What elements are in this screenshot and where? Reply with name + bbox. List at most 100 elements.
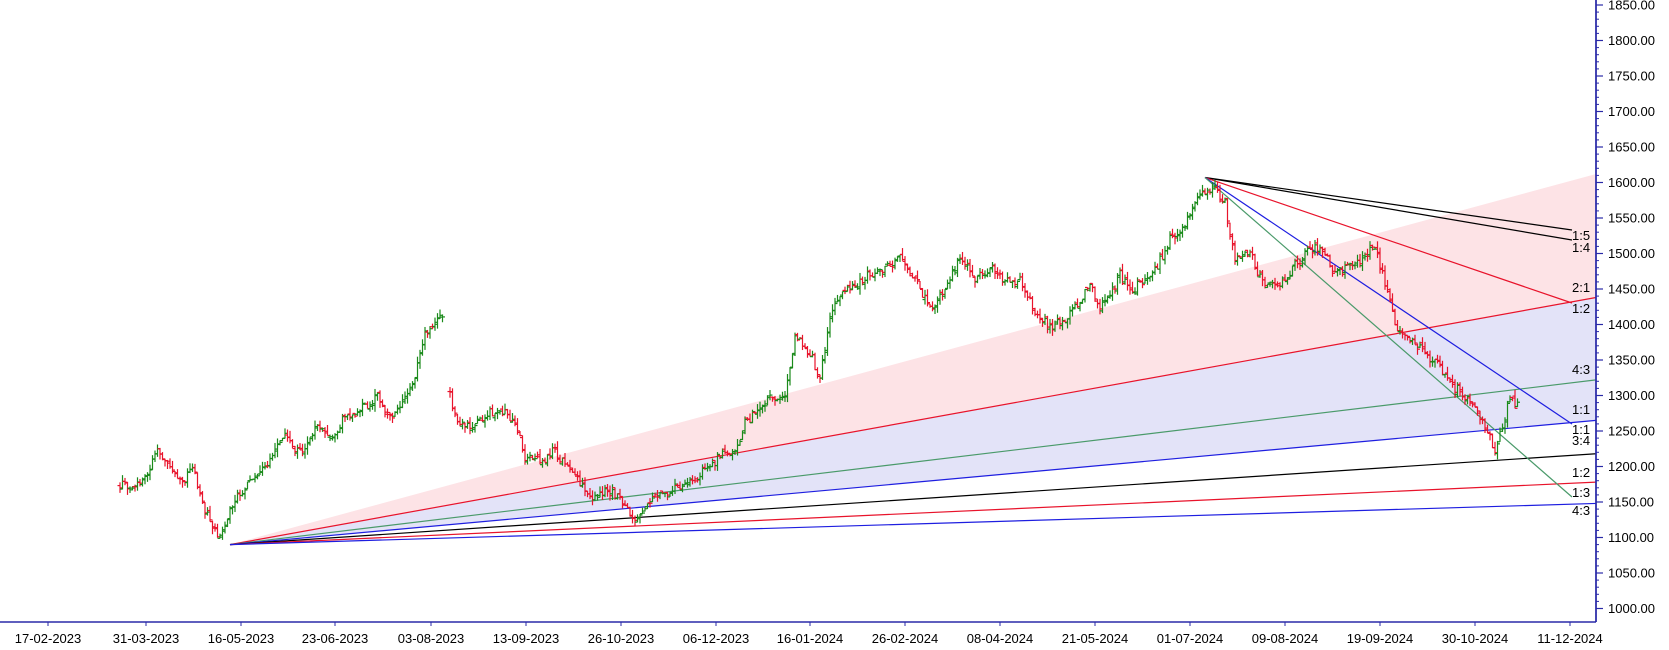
y-tick-label: 1150.00 [1608, 495, 1654, 510]
ohlc-bar [187, 463, 193, 474]
ohlc-bar [630, 509, 635, 524]
y-tick-label: 1850.00 [1608, 0, 1655, 13]
ohlc-bar [1130, 281, 1135, 294]
ohlc-bar [1177, 229, 1183, 242]
ohlc-bar [215, 523, 220, 538]
ohlc-bar [1000, 271, 1005, 286]
ohlc-bar [840, 290, 845, 300]
ohlc-bar [447, 387, 453, 398]
ohlc-bar [200, 491, 205, 504]
x-tick-label: 16-05-2023 [208, 631, 275, 646]
ohlc-bar [1512, 389, 1518, 409]
ohlc-bar [310, 432, 315, 442]
gann-ratio-label: 2:1 [1572, 280, 1590, 295]
gann-ratio-label: 4:3 [1572, 362, 1590, 377]
ohlc-bar [120, 475, 125, 490]
ohlc-bar [815, 367, 820, 379]
gann-ratio-label: 1:3 [1572, 485, 1590, 500]
y-tick-label: 1100.00 [1608, 530, 1654, 545]
ohlc-bar [1037, 308, 1043, 324]
x-tick-label: 30-10-2024 [1442, 631, 1509, 646]
ohlc-bar [947, 276, 953, 289]
ohlc-bar [427, 326, 433, 339]
ohlc-bar [492, 412, 498, 422]
ohlc-bar [1515, 398, 1520, 408]
ohlc-bar [385, 408, 390, 419]
ohlc-bar [377, 390, 383, 408]
ohlc-bar [650, 492, 655, 503]
ohlc-bar [285, 429, 290, 442]
ohlc-bar [467, 417, 473, 435]
ohlc-bar [410, 381, 415, 391]
ohlc-bar [967, 258, 973, 278]
ohlc-bar [477, 416, 483, 420]
ohlc-bar [457, 416, 463, 427]
ohlc-bar [472, 423, 478, 433]
ohlc-bar [642, 507, 648, 512]
y-tick-label: 1350.00 [1608, 353, 1655, 368]
ohlc-bar [197, 484, 203, 497]
gann-ratio-label: 1:4 [1572, 240, 1590, 255]
ohlc-bar [462, 422, 468, 433]
ohlc-bar [1415, 343, 1420, 355]
ohlc-bar [1250, 246, 1255, 260]
ohlc-bar [1495, 440, 1500, 460]
ohlc-bar [977, 267, 983, 280]
ohlc-bar [390, 412, 395, 423]
ohlc-bar [827, 312, 833, 338]
ohlc-bar [1087, 283, 1093, 292]
ohlc-bar [152, 450, 158, 463]
ohlc-bar [450, 388, 455, 412]
ohlc-bar [302, 443, 308, 459]
y-axis-panel [1597, 0, 1669, 650]
x-tick-label: 19-09-2024 [1347, 631, 1414, 646]
ohlc-bar [490, 404, 495, 417]
ohlc-bar [282, 428, 288, 439]
ohlc-bar [137, 478, 143, 487]
ohlc-bar [1110, 282, 1115, 301]
ohlc-bar [1152, 261, 1158, 275]
low-fan-ray-0 [229, 296, 1597, 546]
gann-ratio-label: 4:3 [1572, 503, 1590, 518]
y-tick-label: 1250.00 [1608, 424, 1655, 439]
ohlc-bar [257, 465, 263, 475]
high-fan-ray-3 [1204, 177, 1573, 425]
ohlc-bar [810, 350, 815, 358]
gann-ratio-label: 1:2 [1572, 301, 1590, 316]
ohlc-bar [307, 437, 313, 446]
ohlc-bar [470, 421, 475, 433]
ohlc-bar [955, 257, 960, 278]
gann-ratio-label: 1:5 [1572, 228, 1590, 243]
ohlc-bar [902, 256, 908, 271]
ohlc-bar [502, 403, 508, 415]
ohlc-bar [900, 248, 905, 261]
y-tick-label: 1400.00 [1608, 317, 1655, 332]
x-tick-label: 16-01-2024 [777, 631, 844, 646]
ohlc-bar [312, 420, 318, 440]
ohlc-bar [292, 445, 298, 457]
low-fan-ray-5 [229, 502, 1597, 546]
ohlc-bar [192, 463, 198, 475]
ohlc-bar [552, 443, 558, 453]
ohlc-bar [635, 514, 640, 523]
x-tick-label: 01-07-2024 [1157, 631, 1224, 646]
y-tick-label: 1000.00 [1608, 601, 1655, 616]
ohlc-bar [175, 469, 180, 479]
ohlc-bar [1005, 272, 1010, 283]
ohlc-bar [122, 477, 128, 486]
ohlc-bar [387, 411, 393, 421]
ohlc-bar [217, 533, 223, 539]
low-fan-ray-1 [229, 379, 1597, 546]
ohlc-bar [1412, 334, 1418, 345]
ohlc-bar [365, 401, 370, 410]
gann-shading [230, 173, 1596, 545]
ohlc-bar [180, 476, 185, 488]
ohlc-bar [795, 332, 800, 342]
ohlc-bar [155, 444, 160, 457]
ohlc-bar [210, 520, 215, 535]
ohlc-bar [915, 270, 920, 285]
gann-ratio-label: 1:1 [1572, 402, 1590, 417]
